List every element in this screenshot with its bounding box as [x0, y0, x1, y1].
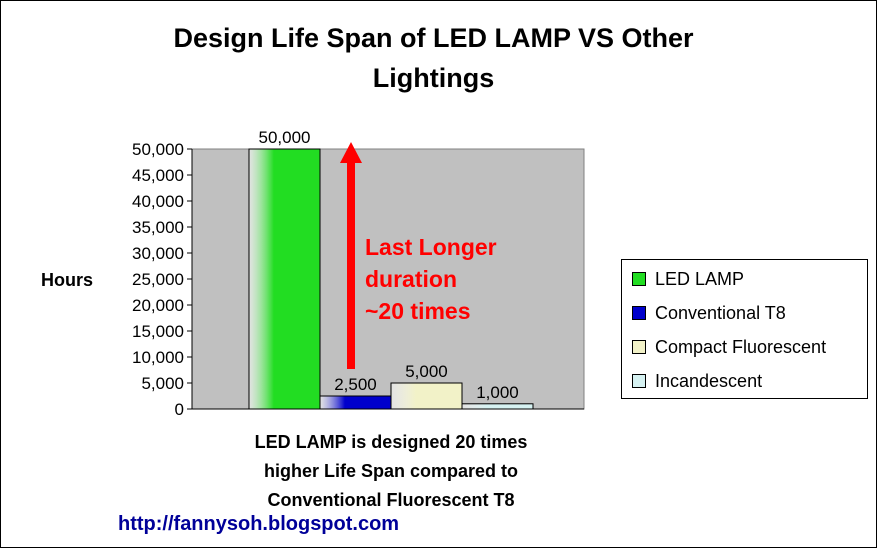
annotation-line-3: ~20 times [365, 298, 471, 324]
annotation-line-2: duration [365, 266, 457, 292]
bar-led-lamp [248, 148, 321, 410]
data-label-incandescent: 1,000 [476, 383, 519, 402]
y-tick-label: 25,000 [132, 270, 184, 289]
legend-item-conventional-t8: Conventional T8 [632, 302, 786, 324]
y-tick-label: 50,000 [132, 140, 184, 159]
legend-label-led-lamp: LED LAMP [655, 268, 745, 289]
footnote-line-2: higher Life Span compared to [263, 461, 519, 481]
y-axis-label: Hours [41, 270, 93, 290]
legend-item-incandescent: Incandescent [632, 370, 762, 392]
legend-swatch-incandescent [632, 374, 646, 388]
y-tick-label: 45,000 [132, 166, 184, 185]
legend-swatch-conventional-t8 [632, 306, 646, 320]
annotation-arrow-head [340, 142, 362, 163]
bar-compact-fluorescent [390, 382, 463, 410]
bar-conventional-t8 [319, 395, 392, 410]
legend: LED LAMP Conventional T8 Compact Fluores… [621, 259, 868, 399]
annotation: Last Longer duration ~20 times [365, 231, 497, 327]
data-label-conventional-t8: 2,500 [334, 375, 377, 394]
legend-item-led-lamp: LED LAMP [632, 268, 744, 290]
legend-label-compact-fluorescent: Compact Fluorescent [655, 336, 827, 357]
data-label-led-lamp: 50,000 [259, 128, 311, 147]
y-tick-label: 15,000 [132, 322, 184, 341]
bar-incandescent [461, 403, 534, 410]
source-url: http://fannysoh.blogspot.com [118, 513, 400, 535]
legend-item-compact-fluorescent: Compact Fluorescent [632, 336, 826, 358]
legend-label-conventional-t8: Conventional T8 [655, 302, 786, 323]
annotation-line-1: Last Longer [365, 234, 497, 260]
y-tick-label: 20,000 [132, 296, 184, 315]
footnote-line-3: Conventional Fluorescent T8 [267, 490, 515, 510]
legend-swatch-led-lamp [632, 272, 646, 286]
legend-label-incandescent: Incandescent [655, 370, 763, 391]
chart-title-line-2: Lightings [372, 63, 495, 93]
y-tick-label: 5,000 [141, 374, 184, 393]
data-label-compact-fluorescent: 5,000 [405, 362, 448, 381]
footnote-line-1: LED LAMP is designed 20 times [254, 432, 528, 452]
chart-title-line-1: Design Life Span of LED LAMP VS Other [173, 23, 694, 53]
y-tick-label: 40,000 [132, 192, 184, 211]
legend-swatch-compact-fluorescent [632, 340, 646, 354]
y-tick-label: 10,000 [132, 348, 184, 367]
y-tick-label: 35,000 [132, 218, 184, 237]
y-tick-label: 30,000 [132, 244, 184, 263]
y-tick-label: 0 [175, 400, 184, 419]
